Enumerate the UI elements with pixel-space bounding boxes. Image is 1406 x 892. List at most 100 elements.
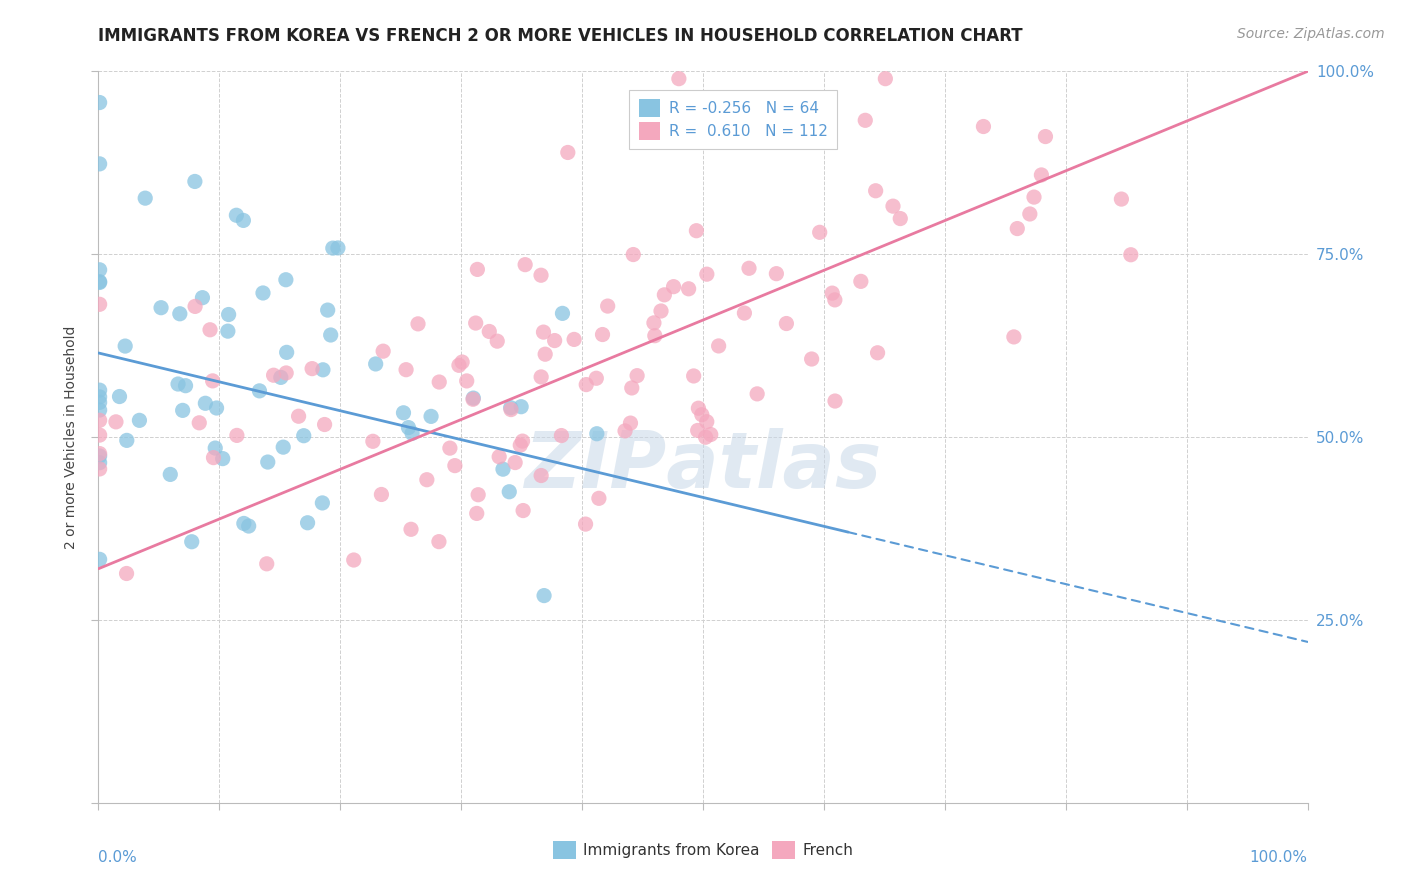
Point bbox=[174, 378, 197, 392]
Point bbox=[416, 473, 439, 487]
Point bbox=[420, 409, 443, 424]
Point bbox=[451, 355, 474, 369]
Text: IMMIGRANTS FROM KOREA VS FRENCH 2 OR MORE VEHICLES IN HOUSEHOLD CORRELATION CHAR: IMMIGRANTS FROM KOREA VS FRENCH 2 OR MOR… bbox=[98, 27, 1024, 45]
Point bbox=[510, 400, 533, 414]
Point bbox=[738, 261, 761, 276]
Point bbox=[1018, 207, 1040, 221]
Point bbox=[688, 401, 710, 416]
Point bbox=[252, 285, 274, 300]
Point bbox=[191, 291, 214, 305]
Point bbox=[439, 441, 461, 455]
Point bbox=[150, 301, 173, 315]
Point bbox=[550, 428, 572, 442]
Point bbox=[89, 390, 111, 404]
Point bbox=[198, 323, 221, 337]
Point bbox=[775, 317, 797, 331]
Point bbox=[530, 268, 553, 283]
Point bbox=[427, 534, 450, 549]
Point bbox=[492, 462, 515, 476]
Point bbox=[218, 308, 240, 322]
Point bbox=[89, 552, 111, 566]
Point bbox=[707, 339, 730, 353]
Point bbox=[551, 306, 574, 320]
Text: ZIP⁠atlas: ZIP⁠atlas bbox=[524, 428, 882, 504]
Point bbox=[543, 334, 565, 348]
Point bbox=[654, 288, 676, 302]
Point bbox=[274, 273, 297, 287]
Point bbox=[972, 120, 994, 134]
Point bbox=[690, 408, 713, 422]
Point bbox=[733, 306, 755, 320]
Point bbox=[644, 328, 666, 343]
Point bbox=[201, 374, 224, 388]
Point bbox=[621, 247, 644, 261]
Point bbox=[574, 517, 596, 532]
Point bbox=[853, 113, 876, 128]
Point bbox=[128, 413, 150, 427]
Point bbox=[184, 174, 207, 188]
Point bbox=[292, 428, 315, 442]
Point bbox=[271, 440, 294, 454]
Point bbox=[509, 438, 531, 452]
Point bbox=[343, 553, 366, 567]
Point bbox=[626, 368, 648, 383]
Point bbox=[89, 276, 111, 290]
Point bbox=[666, 128, 689, 143]
Point bbox=[401, 426, 423, 441]
Point bbox=[461, 392, 484, 407]
Point bbox=[364, 357, 387, 371]
Text: Source: ZipAtlas.com: Source: ZipAtlas.com bbox=[1237, 27, 1385, 41]
Point bbox=[319, 328, 342, 343]
Point bbox=[499, 402, 522, 417]
Point bbox=[685, 224, 707, 238]
Point bbox=[89, 413, 111, 427]
Point bbox=[169, 307, 191, 321]
Point bbox=[463, 391, 485, 405]
Point bbox=[585, 426, 607, 441]
Point bbox=[225, 428, 247, 442]
Point bbox=[395, 362, 418, 376]
Point bbox=[596, 299, 619, 313]
Point bbox=[486, 334, 509, 348]
Point bbox=[89, 275, 111, 289]
Point bbox=[800, 351, 823, 366]
Point bbox=[297, 516, 319, 530]
Point bbox=[134, 191, 156, 205]
Point bbox=[456, 374, 478, 388]
Point bbox=[882, 199, 904, 213]
Point bbox=[562, 333, 585, 347]
Point bbox=[696, 415, 718, 429]
Point bbox=[533, 325, 555, 339]
Point bbox=[398, 420, 420, 434]
Point bbox=[592, 327, 614, 342]
Point bbox=[678, 282, 700, 296]
Point bbox=[89, 383, 111, 397]
Point bbox=[643, 316, 665, 330]
Point bbox=[89, 462, 111, 476]
Point bbox=[650, 304, 672, 318]
Point bbox=[1007, 221, 1029, 235]
Point bbox=[211, 451, 233, 466]
Point bbox=[326, 241, 349, 255]
Point bbox=[104, 415, 127, 429]
Point bbox=[889, 211, 911, 226]
Point bbox=[270, 370, 292, 384]
Y-axis label: 2 or more Vehicles in Household: 2 or more Vehicles in Household bbox=[65, 326, 79, 549]
Point bbox=[530, 468, 553, 483]
Point bbox=[821, 286, 844, 301]
Point bbox=[1111, 192, 1133, 206]
Point bbox=[361, 434, 384, 449]
Point bbox=[575, 377, 598, 392]
Point bbox=[1119, 248, 1142, 262]
Point bbox=[114, 339, 136, 353]
Point bbox=[1002, 330, 1025, 344]
Point bbox=[747, 387, 769, 401]
Point bbox=[620, 381, 643, 395]
Point bbox=[89, 395, 111, 409]
Point bbox=[370, 487, 392, 501]
Point bbox=[399, 522, 422, 536]
Point bbox=[249, 384, 271, 398]
Point bbox=[619, 416, 641, 430]
Point bbox=[301, 361, 323, 376]
Point bbox=[662, 279, 685, 293]
